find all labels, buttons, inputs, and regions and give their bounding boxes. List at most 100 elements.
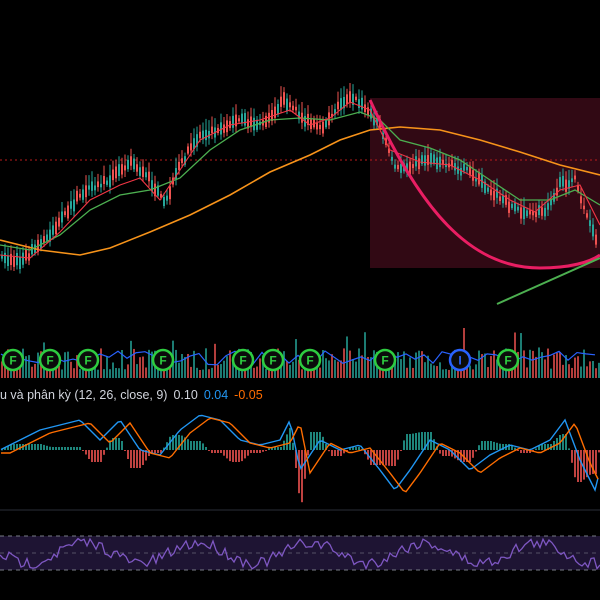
macd-histogram-bar (439, 450, 441, 454)
volume-bar (334, 359, 336, 378)
volume-bar (229, 350, 231, 378)
macd-histogram-bar (7, 445, 9, 450)
volume-bar (202, 369, 204, 378)
candle-body (583, 205, 585, 210)
candle-body (562, 175, 564, 187)
candle-body (457, 166, 459, 174)
signal-marker[interactable]: F (261, 348, 285, 372)
macd-histogram-bar (334, 450, 336, 456)
volume-bar (79, 369, 81, 378)
macd-histogram-bar (544, 444, 546, 450)
candle-body (502, 195, 504, 204)
signal-marker[interactable]: F (298, 348, 322, 372)
macd-histogram-bar (448, 450, 450, 456)
volume-bar (178, 362, 180, 378)
macd-histogram-bar (13, 444, 15, 450)
macd-histogram-bar (34, 444, 36, 450)
candle-body (355, 96, 357, 101)
signal-marker[interactable]: F (38, 348, 62, 372)
candle-body (526, 210, 528, 217)
volume-bar (466, 360, 468, 378)
macd-histogram-bar (325, 444, 327, 450)
candle-body (370, 108, 372, 119)
macd-legend: u và phân kỳ (12, 26, close, 9) 0.10 0.04-… (0, 388, 269, 402)
candle-body (346, 94, 348, 105)
macd-histogram-bar (139, 450, 141, 468)
volume-bar (76, 355, 78, 378)
signal-marker[interactable]: F (373, 348, 397, 372)
volume-bar (358, 348, 360, 378)
candle-body (331, 113, 333, 118)
macd-histogram-bar (127, 450, 129, 459)
macd-histogram-bar (82, 450, 84, 451)
signal-marker[interactable]: F (76, 348, 100, 372)
candle-body (418, 158, 420, 170)
macd-histogram-value: -0.05 (234, 388, 263, 402)
volume-bar (73, 368, 75, 378)
volume-bar (295, 339, 297, 378)
volume-bar (499, 362, 501, 378)
candle-body (397, 164, 399, 170)
candle-body (442, 159, 444, 165)
volume-bar (97, 369, 99, 378)
macd-histogram-bar (193, 441, 195, 450)
signal-marker[interactable]: F (1, 348, 25, 372)
signal-marker[interactable]: F (151, 348, 175, 372)
macd-histogram-bar (130, 450, 132, 468)
macd-histogram-bar (475, 450, 477, 452)
macd-histogram-bar (19, 444, 21, 450)
macd-histogram-bar (187, 439, 189, 450)
volume-bar (112, 362, 114, 378)
candle-body (130, 156, 132, 166)
candle-body (451, 160, 453, 167)
volume-bar (106, 356, 108, 378)
candle-body (400, 163, 402, 173)
volume-bar (133, 348, 135, 378)
signal-marker[interactable]: F (496, 348, 520, 372)
macd-histogram-bar (382, 450, 384, 466)
macd-histogram-bar (16, 444, 18, 450)
candle-body (193, 138, 195, 150)
price-pane[interactable] (0, 82, 600, 305)
candle-body (547, 203, 549, 210)
volume-bar (487, 367, 489, 378)
macd-histogram-bar (457, 450, 459, 461)
macd-histogram-bar (295, 450, 297, 468)
candle-body (274, 106, 276, 118)
volume-bar (361, 355, 363, 378)
macd-histogram-bar (58, 447, 60, 450)
volume-bar (556, 352, 558, 378)
macd-histogram-bar (340, 450, 342, 456)
candle-body (550, 199, 552, 206)
macd-histogram-bar (241, 450, 243, 462)
volume-bar (292, 361, 294, 378)
macd-histogram-bar (199, 441, 201, 450)
candle-body (556, 187, 558, 196)
candle-body (124, 165, 126, 171)
macd-histogram-bar (151, 450, 153, 453)
candle-body (511, 203, 513, 209)
volume-bar (502, 365, 504, 378)
candle-body (49, 229, 51, 242)
candle-body (439, 156, 441, 168)
volume-bar (550, 368, 552, 378)
candle-body (376, 118, 378, 126)
macd-histogram-bar (385, 450, 387, 466)
volume-bar (592, 360, 594, 378)
volume-bar (541, 352, 543, 378)
signal-marker[interactable]: F (231, 348, 255, 372)
candle-body (241, 113, 243, 124)
macd-histogram-bar (502, 444, 504, 450)
macd-histogram-bar (184, 437, 186, 450)
macd-signal-line (1, 417, 599, 493)
macd-histogram-bar (400, 450, 402, 451)
macd-histogram-bar (202, 443, 204, 450)
macd-histogram-bar (31, 444, 33, 450)
macd-histogram-bar (370, 450, 372, 465)
macd-histogram-bar (211, 450, 213, 453)
volume-bar (586, 366, 588, 378)
signal-marker[interactable]: I (448, 348, 472, 372)
macd-histogram-bar (106, 447, 108, 450)
volume-bar (403, 351, 405, 378)
